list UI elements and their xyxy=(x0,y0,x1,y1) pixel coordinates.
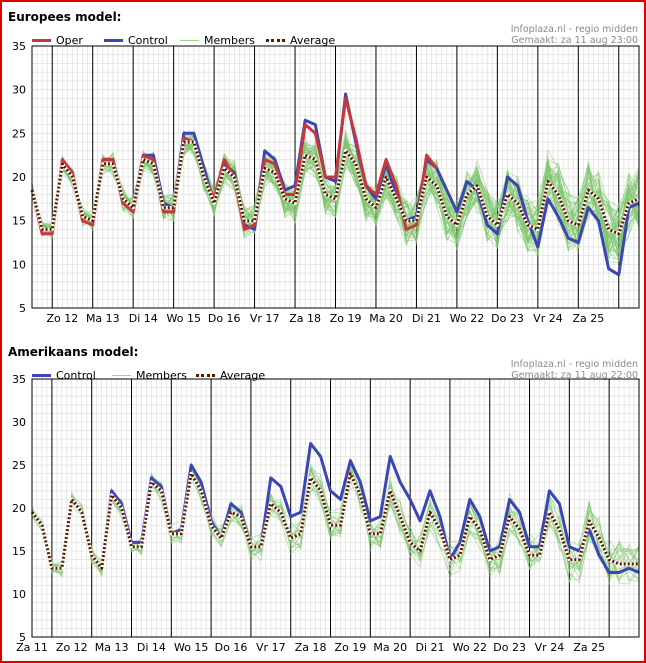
control-series-line xyxy=(30,442,640,574)
plot-border xyxy=(31,378,640,638)
x-tick-label: Vr 17 xyxy=(250,312,280,325)
x-tick-label: Zo 12 xyxy=(46,312,78,325)
europees-plot: 5 10 15 20 25 30 35 Zo 12 Ma 13 Di 14 Wo 15 Do 16 Vr… xyxy=(12,40,640,325)
x-tick-label: Do 16 xyxy=(208,312,241,325)
x-tick-label: Do 23 xyxy=(493,641,526,654)
legend-swatch-average xyxy=(266,39,285,42)
x-tick-label: Ma 13 xyxy=(95,641,129,654)
panel-title-europees: Europees model: xyxy=(8,10,122,24)
legend-swatch-average xyxy=(196,374,215,377)
legend-swatch-control xyxy=(32,374,51,377)
x-tick-label: Za 25 xyxy=(573,641,605,654)
legend-swatch-members xyxy=(112,375,131,376)
legend-item-members: Members xyxy=(180,34,255,47)
y-tick-label: 10 xyxy=(12,588,26,601)
x-tick-label: Za 18 xyxy=(295,641,327,654)
amerikaans-plot: 5 10 15 20 25 30 35 Za 11 Zo 12 Ma 13 Di 14 Wo 15 Do… xyxy=(12,373,640,654)
y-tick-label: 25 xyxy=(12,127,26,140)
source-label: Infoplaza.nl - regio midden xyxy=(510,359,638,370)
grid xyxy=(31,378,640,638)
made-label: Gemaakt: za 11 aug 23:00 xyxy=(511,35,638,46)
y-tick-label: 15 xyxy=(12,215,26,228)
x-tick-label: Zo 19 xyxy=(335,641,367,654)
legend-label-average: Average xyxy=(290,34,336,47)
x-tick-label: Zo 19 xyxy=(330,312,362,325)
legend-label-oper: Oper xyxy=(56,34,83,47)
europees-model-panel: Europees model: Infoplaza.nl - regio mid… xyxy=(4,4,644,334)
source-label: Infoplaza.nl - regio midden xyxy=(510,24,638,35)
x-tick-label: Ma 20 xyxy=(373,641,407,654)
x-tick-label: Do 23 xyxy=(491,312,524,325)
x-tick-label: Vr 24 xyxy=(533,312,563,325)
x-tick-label: Vr 17 xyxy=(256,641,286,654)
average-series-line xyxy=(30,472,639,570)
legend-swatch-control xyxy=(104,39,123,42)
y-tick-label: 30 xyxy=(12,416,26,429)
x-tick-label: Vr 24 xyxy=(535,641,565,654)
average-series-backdrop xyxy=(30,140,640,236)
legend-item-average: Average xyxy=(266,34,335,47)
x-tick-label: Di 14 xyxy=(137,641,166,654)
legend-item-control: Control xyxy=(104,34,168,47)
legend-label-members: Members xyxy=(204,34,255,47)
x-tick-label: Di 21 xyxy=(412,312,441,325)
y-tick-label: 35 xyxy=(12,40,26,53)
x-tick-label: Di 14 xyxy=(129,312,158,325)
x-tick-label: Ma 20 xyxy=(369,312,403,325)
x-tick-label: Ma 13 xyxy=(86,312,120,325)
y-tick-label: 15 xyxy=(12,545,26,558)
amerikaans-model-panel: Amerikaans model: Infoplaza.nl - regio m… xyxy=(4,339,644,661)
y-tick-label: 35 xyxy=(12,373,26,386)
x-tick-label: Za 25 xyxy=(573,312,605,325)
x-tick-label: Wo 15 xyxy=(167,312,201,325)
legend-label-control: Control xyxy=(128,34,168,47)
y-tick-label: 20 xyxy=(12,502,26,515)
member-line xyxy=(31,461,640,583)
panel-meta-europees: Infoplaza.nl - regio midden Gemaakt: za … xyxy=(511,24,638,46)
legend-swatch-members xyxy=(180,40,199,41)
y-tick-label: 30 xyxy=(12,84,26,97)
y-tick-label: 25 xyxy=(12,459,26,472)
made-label: Gemaakt: za 11 aug 22:00 xyxy=(511,370,638,381)
x-tick-label: Wo 22 xyxy=(450,312,484,325)
panel-title-amerikaans: Amerikaans model: xyxy=(8,345,139,359)
y-tick-label: 10 xyxy=(12,258,26,271)
legend-swatch-oper xyxy=(32,39,51,42)
plot-border xyxy=(31,45,640,309)
legend-item-oper: Oper xyxy=(32,34,83,47)
x-tick-label: Di 21 xyxy=(416,641,445,654)
x-tick-label: Za 18 xyxy=(289,312,321,325)
x-tick-label: Zo 12 xyxy=(56,641,88,654)
x-tick-label: Za 11 xyxy=(16,641,48,654)
x-tick-label: Wo 15 xyxy=(174,641,208,654)
y-tick-label: 5 xyxy=(19,302,26,315)
panel-meta-amerikaans: Infoplaza.nl - regio midden Gemaakt: za … xyxy=(511,359,638,381)
y-tick-label: 20 xyxy=(12,171,26,184)
y-tick-label: 5 xyxy=(19,631,26,644)
x-tick-label: Do 16 xyxy=(215,641,248,654)
x-tick-label: Wo 22 xyxy=(453,641,487,654)
